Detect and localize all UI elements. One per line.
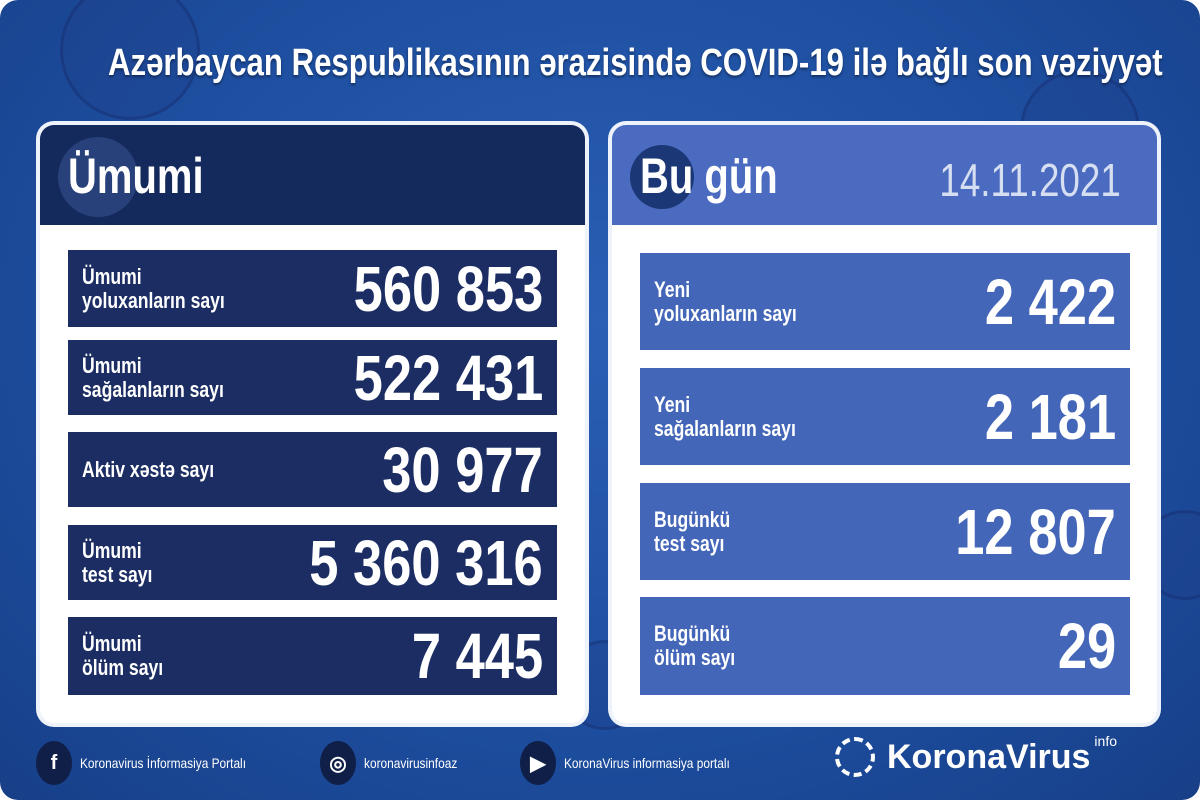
facebook-text: Koronavirus İnformasiya Portalı	[80, 755, 247, 771]
virus-decoration-icon	[60, 0, 200, 120]
instagram-link[interactable]: ◎ koronavirusinfoaz	[320, 741, 474, 785]
stat-value: 12 807	[955, 495, 1116, 568]
stat-row-total-recovered: Ümumi sağalanların sayı 522 431	[68, 340, 557, 415]
stat-value: 30 977	[382, 433, 543, 506]
stat-label: Bugünkü test sayı	[654, 506, 731, 556]
stat-row-today-deaths: Bugünkü ölüm sayı 29	[640, 597, 1130, 695]
date: 14.11.2021	[939, 154, 1121, 206]
virus-icon	[58, 137, 138, 217]
total-panel: Ümumi Ümumi yoluxanların sayı 560 853 Ümu…	[40, 125, 585, 723]
stat-row-new-infected: Yeni yoluxanların sayı 2 422	[640, 253, 1130, 350]
today-panel: Bu gün 14.11.2021 Yeni yoluxanların sayı…	[612, 125, 1157, 723]
facebook-link[interactable]: f Koronavirus İnformasiya Portalı	[36, 741, 275, 785]
stat-label: Ümumi test sayı	[82, 537, 153, 587]
virus-icon	[630, 145, 694, 209]
stat-label: Yeni sağalanların sayı	[654, 391, 796, 441]
stat-row-new-recovered: Yeni sağalanların sayı 2 181	[640, 368, 1130, 465]
facebook-icon: f	[36, 741, 72, 785]
stat-value: 522 431	[353, 341, 543, 414]
youtube-link[interactable]: ▶ KoronaVirus informasiya portalı	[520, 741, 759, 785]
stat-label: Aktiv xəstə sayı	[82, 456, 215, 482]
instagram-text: koronavirusinfoaz	[364, 755, 458, 771]
page-title: Azərbaycan Respublikasının ərazisində CO…	[108, 42, 1163, 84]
sun-logo-icon	[835, 737, 875, 777]
stat-label: Yeni yoluxanların sayı	[654, 276, 797, 326]
stat-label: Ümumi ölüm sayı	[82, 631, 164, 680]
stat-value: 560 853	[353, 252, 543, 325]
stat-value: 5 360 316	[309, 526, 543, 599]
youtube-icon: ▶	[520, 741, 556, 785]
stat-label: Bugünkü ölüm sayı	[654, 621, 736, 670]
brand-name: KoronaVirus	[887, 737, 1091, 776]
koronavirus-logo: KoronaVirus info	[835, 733, 1117, 777]
footer: f Koronavirus İnformasiya Portalı ◎ korona…	[0, 733, 1200, 790]
stat-value: 29	[1057, 610, 1116, 682]
stat-row-today-tests: Bugünkü test sayı 12 807	[640, 483, 1130, 580]
stat-row-active: Aktiv xəstə sayı 30 977	[68, 432, 557, 507]
instagram-icon: ◎	[320, 741, 356, 785]
today-heading: Bu gün	[640, 148, 778, 204]
stat-value: 2 422	[984, 265, 1116, 338]
total-heading: Ümumi	[68, 148, 204, 204]
stat-value: 2 181	[984, 380, 1116, 453]
stat-label: Ümumi yoluxanların sayı	[82, 263, 225, 313]
stat-value: 7 445	[411, 620, 543, 692]
youtube-text: KoronaVirus informasiya portalı	[564, 755, 730, 771]
stat-row-total-tests: Ümumi test sayı 5 360 316	[68, 525, 557, 600]
stat-row-total-deaths: Ümumi ölüm sayı 7 445	[68, 617, 557, 695]
total-header: Ümumi	[40, 125, 585, 225]
today-header: Bu gün 14.11.2021	[612, 125, 1157, 225]
stat-label: Ümumi sağalanların sayı	[82, 352, 224, 402]
brand-sup: info	[1094, 733, 1117, 749]
stat-row-total-infected: Ümumi yoluxanların sayı 560 853	[68, 250, 557, 327]
